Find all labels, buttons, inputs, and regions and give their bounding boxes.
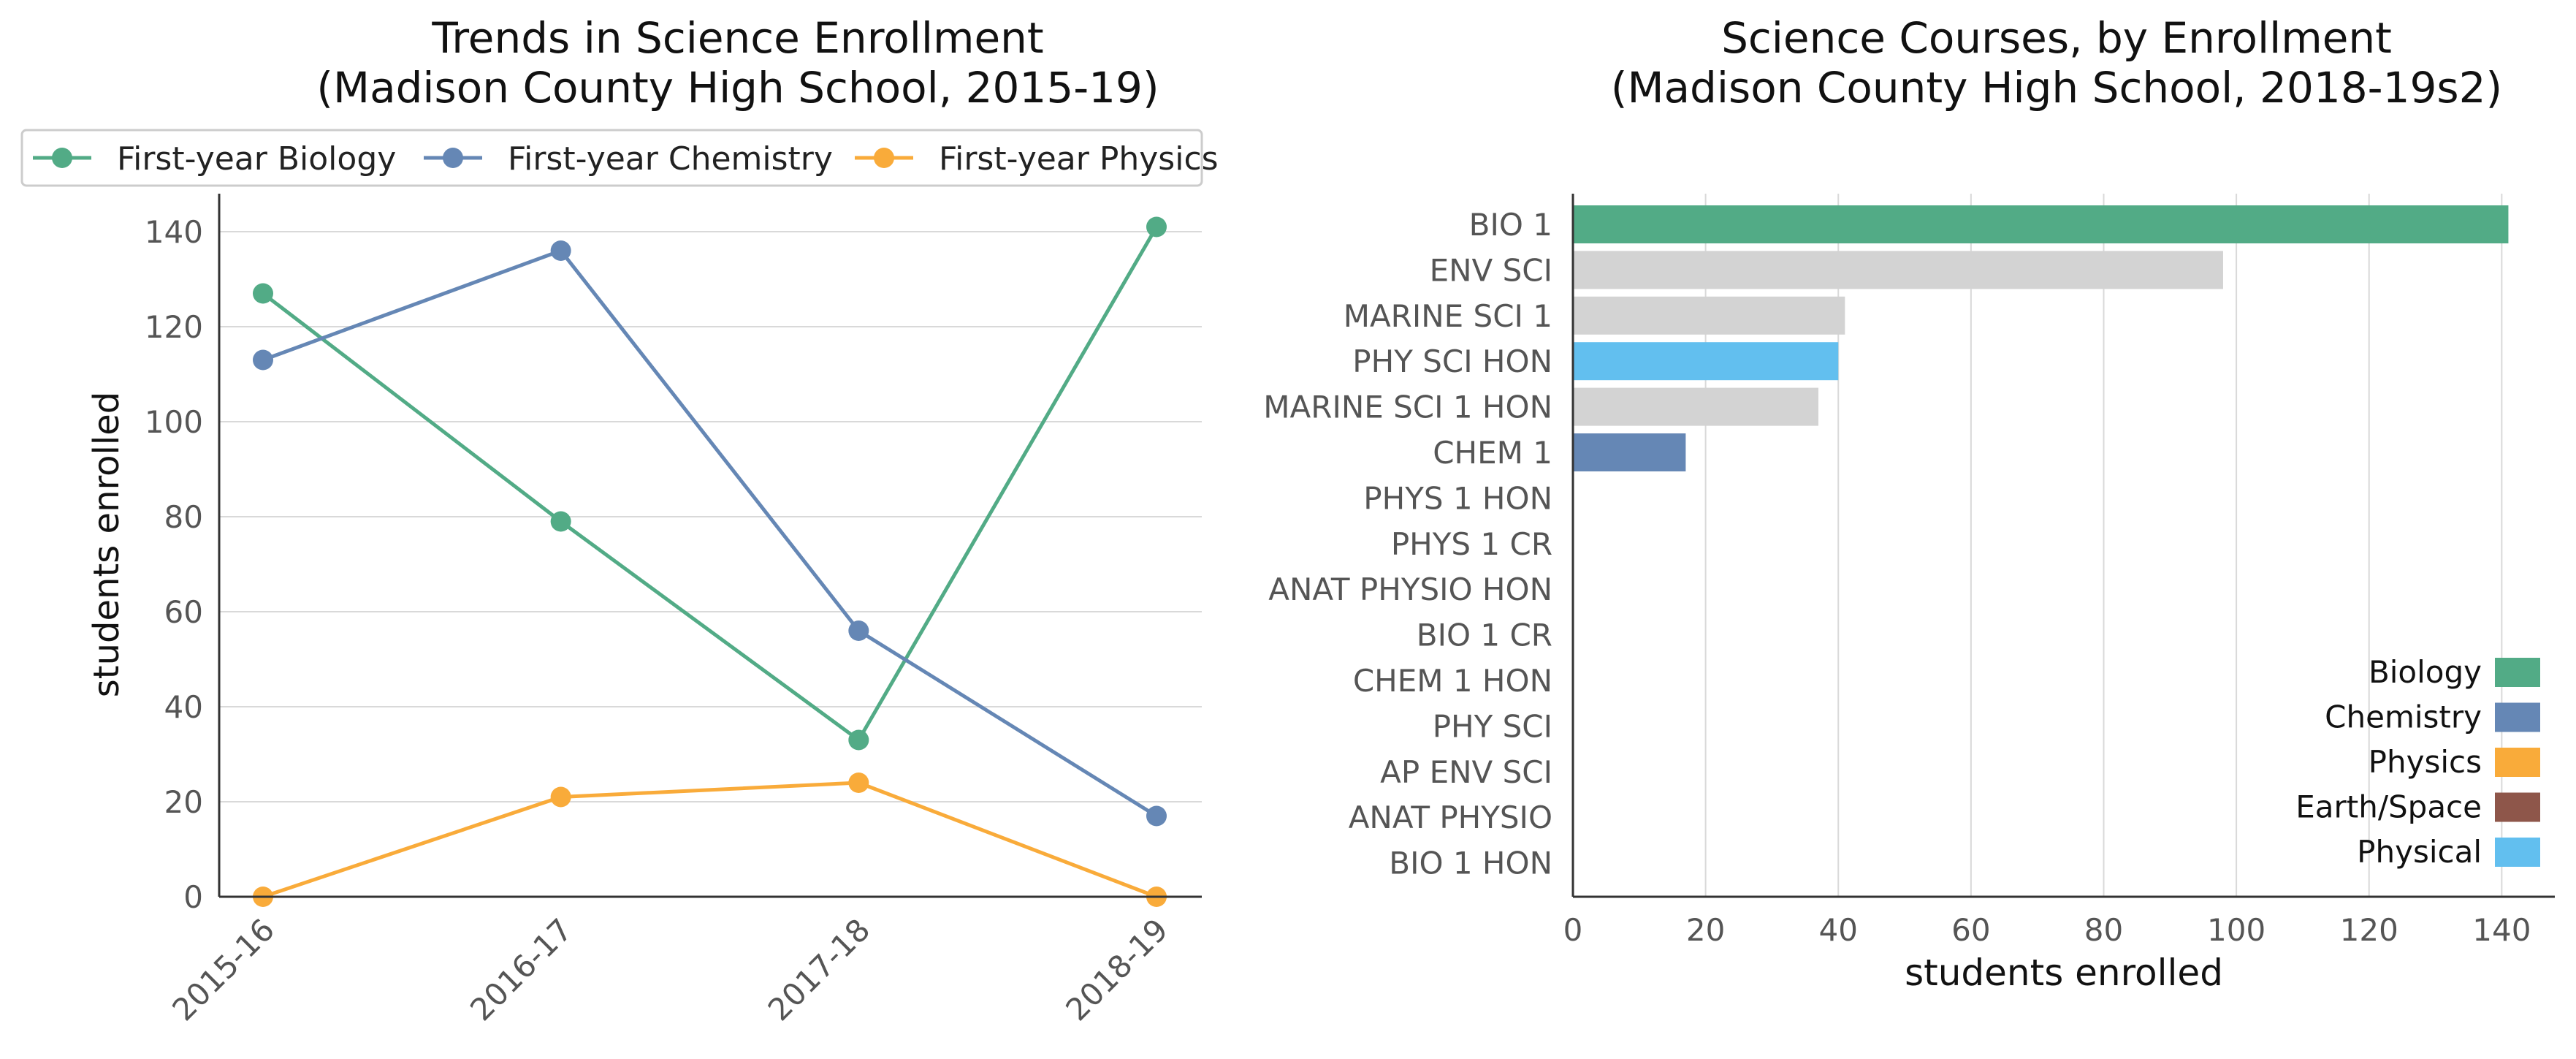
bar-chart-subtitle: (Madison County High School, 2018-19s2) <box>1611 63 2502 113</box>
bar-chart-category-label: ANAT PHYSIO <box>1349 800 1552 835</box>
legend-swatch <box>2495 748 2540 777</box>
bar-chart-x-tick-label: 0 <box>1563 912 1583 948</box>
line-chart-grid <box>219 231 1202 802</box>
legend-label: Earth/Space <box>2295 789 2482 825</box>
bar-chart-category-label: PHYS 1 HON <box>1363 480 1552 516</box>
bar-chart-category-label: BIO 1 CR <box>1417 618 1552 653</box>
bar-chart-x-tick-label: 20 <box>1686 912 1725 948</box>
bar-chart-category-label: ENV SCI <box>1430 252 1552 288</box>
bar-chart-x-tick-label: 40 <box>1819 912 1858 948</box>
bar <box>1574 205 2509 243</box>
line-data-point <box>253 349 273 371</box>
line-data-point <box>550 786 571 808</box>
legend-label: Biology <box>2369 654 2482 690</box>
bar <box>1574 296 1845 335</box>
legend-label: Physics <box>2369 744 2482 780</box>
line-chart-y-tick-label: 40 <box>164 689 203 725</box>
legend-label: Chemistry <box>2325 699 2482 735</box>
legend-swatch <box>2495 838 2540 867</box>
bar-chart: Science Courses, by Enrollment (Madison … <box>1263 13 2555 994</box>
bar-chart-category-label: CHEM 1 HON <box>1353 663 1552 699</box>
line-chart-y-tick-label: 60 <box>164 594 203 630</box>
legend-swatch <box>2495 702 2540 732</box>
bar <box>1574 342 1839 381</box>
bar-chart-category-label: BIO 1 <box>1469 207 1552 243</box>
bar-chart-category-label: MARINE SCI 1 <box>1344 298 1552 334</box>
line-data-point <box>1146 216 1167 238</box>
line-chart-y-tick-label: 140 <box>145 214 203 250</box>
line-chart-series <box>253 216 1167 907</box>
line-data-point <box>1146 805 1167 827</box>
line-chart-legend: First-year Biology First-year Chemistry … <box>20 129 1219 187</box>
legend-label: Physical <box>2357 834 2482 870</box>
bar-chart-bars <box>1574 205 2509 471</box>
bar-chart-x-tick-label: 60 <box>1951 912 1990 948</box>
bar-chart-category-label: AP ENV SCI <box>1380 754 1552 790</box>
legend-biology-label: First-year Biology <box>117 140 396 178</box>
line-series-path <box>262 248 1158 818</box>
line-chart-x-tick-label: 2017-18 <box>761 911 877 1028</box>
line-series-2 <box>253 773 1167 907</box>
line-series-0 <box>253 216 1167 751</box>
bar <box>1574 251 2223 289</box>
line-chart: Trends in Science Enrollment (Madison Co… <box>20 13 1219 1028</box>
legend-biology-marker <box>52 148 72 168</box>
line-chart-y-axis-label: students enrolled <box>86 392 127 697</box>
legend-frame <box>20 129 1203 187</box>
line-chart-y-tick-label: 80 <box>164 499 203 535</box>
line-data-point <box>848 729 869 751</box>
bar-chart-legend: Biology Chemistry Physics Earth/Space Physic… <box>2295 654 2540 870</box>
bar-chart-x-tick-label: 100 <box>2207 912 2266 948</box>
bar-chart-x-tick-label: 120 <box>2340 912 2398 948</box>
line-chart-ticks: 0 20 40 60 80 100 120 140 2015-16 2016-17 2017-18 2… <box>145 214 1175 1028</box>
line-series-path <box>262 781 1157 899</box>
line-chart-y-tick-label: 120 <box>145 309 203 345</box>
bar <box>1574 387 1818 426</box>
line-data-point <box>550 511 571 532</box>
bar-chart-category-label: PHY SCI HON <box>1352 343 1552 379</box>
line-chart-y-tick-label: 20 <box>164 784 203 820</box>
line-chart-x-tick-label: 2016-17 <box>463 911 579 1028</box>
line-data-point <box>550 240 571 261</box>
legend-chemistry-marker <box>443 148 463 168</box>
line-series-1 <box>253 240 1167 827</box>
bar-chart-ticks: 0 20 40 60 80 100 120 140 BIO 1 ENV SCI MARINE SCI… <box>1263 207 2531 948</box>
line-chart-x-tick-label: 2015-16 <box>165 911 281 1028</box>
line-data-point <box>848 773 869 793</box>
line-chart-x-tick-label: 2018-19 <box>1059 911 1175 1028</box>
bar-chart-x-tick-label: 140 <box>2472 912 2531 948</box>
bar-chart-category-label: PHYS 1 CR <box>1391 526 1552 562</box>
line-series-path <box>262 226 1159 742</box>
bar-chart-category-label: CHEM 1 <box>1433 435 1552 471</box>
bar-chart-x-axis-label: students enrolled <box>1905 952 2223 994</box>
line-chart-subtitle: (Madison County High School, 2015-19) <box>316 63 1159 113</box>
bar-chart-title: Science Courses, by Enrollment <box>1721 13 2392 63</box>
legend-chemistry-label: First-year Chemistry <box>508 140 833 178</box>
bar-chart-x-tick-label: 80 <box>2084 912 2123 948</box>
bar-chart-category-label: ANAT PHYSIO HON <box>1268 572 1552 607</box>
line-chart-y-tick-label: 0 <box>183 879 203 915</box>
bar-chart-category-label: BIO 1 HON <box>1389 846 1552 881</box>
line-chart-y-tick-label: 100 <box>145 404 203 440</box>
legend-swatch <box>2495 792 2540 822</box>
line-chart-title: Trends in Science Enrollment <box>431 13 1043 63</box>
legend-swatch <box>2495 658 2540 687</box>
line-data-point <box>848 620 869 641</box>
bar-chart-category-label: MARINE SCI 1 HON <box>1263 390 1552 425</box>
bar <box>1574 433 1686 471</box>
bar-chart-grid <box>1704 194 2503 897</box>
bar-chart-category-label: PHY SCI <box>1433 708 1552 744</box>
legend-physics-marker <box>874 148 894 168</box>
line-data-point <box>253 283 273 304</box>
legend-physics-label: First-year Physics <box>939 140 1219 178</box>
